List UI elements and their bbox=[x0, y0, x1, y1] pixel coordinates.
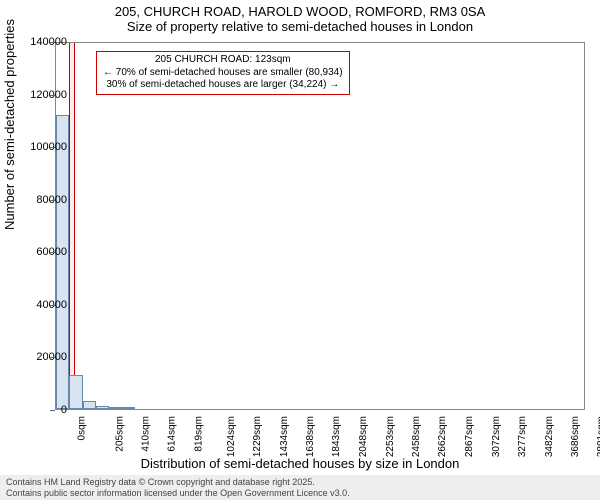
footer-line2: Contains public sector information licen… bbox=[6, 488, 594, 498]
x-tick-label: 2867sqm bbox=[464, 416, 475, 457]
x-tick-label: 2458sqm bbox=[411, 416, 422, 457]
y-tick-label: 80000 bbox=[17, 194, 67, 206]
address-title: 205, CHURCH ROAD, HAROLD WOOD, ROMFORD, … bbox=[0, 4, 600, 19]
y-tick-label: 140000 bbox=[17, 36, 67, 48]
histogram-bar bbox=[69, 375, 82, 409]
y-axis-label: Number of semi-detached properties bbox=[2, 19, 17, 230]
x-tick-label: 2048sqm bbox=[358, 416, 369, 457]
x-tick-label: 819sqm bbox=[194, 416, 205, 452]
histogram-bar bbox=[56, 115, 69, 409]
x-tick-label: 205sqm bbox=[114, 416, 125, 452]
x-tick-label: 1434sqm bbox=[279, 416, 290, 457]
x-tick-label: 3686sqm bbox=[570, 416, 581, 457]
annotation-line1: 205 CHURCH ROAD: 123sqm bbox=[103, 54, 343, 67]
y-tick-label: 120000 bbox=[17, 89, 67, 101]
x-tick-label: 2253sqm bbox=[385, 416, 396, 457]
histogram-bar bbox=[109, 407, 122, 409]
chart-plot-area: 205 CHURCH ROAD: 123sqm ← 70% of semi-de… bbox=[55, 42, 585, 410]
annotation-line3: 30% of semi-detached houses are larger (… bbox=[103, 79, 343, 92]
x-tick-label: 1843sqm bbox=[332, 416, 343, 457]
histogram-bar bbox=[96, 406, 109, 409]
x-tick-label: 3482sqm bbox=[544, 416, 555, 457]
x-tick-label: 410sqm bbox=[141, 416, 152, 452]
x-axis-label: Distribution of semi-detached houses by … bbox=[0, 456, 600, 471]
x-tick-label: 1024sqm bbox=[226, 416, 237, 457]
y-tick-label: 0 bbox=[17, 404, 67, 416]
y-tick-label: 100000 bbox=[17, 141, 67, 153]
x-tick-label: 3891sqm bbox=[597, 416, 600, 457]
x-tick-label: 1229sqm bbox=[252, 416, 263, 457]
x-tick-label: 0sqm bbox=[76, 416, 87, 440]
x-tick-label: 2662sqm bbox=[438, 416, 449, 457]
annotation-line2: ← 70% of semi-detached houses are smalle… bbox=[103, 67, 343, 80]
footer-line1: Contains HM Land Registry data © Crown c… bbox=[6, 477, 594, 487]
annotation-box: 205 CHURCH ROAD: 123sqm ← 70% of semi-de… bbox=[96, 51, 350, 95]
chart-title-block: 205, CHURCH ROAD, HAROLD WOOD, ROMFORD, … bbox=[0, 0, 600, 34]
x-tick-label: 1638sqm bbox=[305, 416, 316, 457]
x-tick-label: 614sqm bbox=[167, 416, 178, 452]
y-tick-label: 20000 bbox=[17, 351, 67, 363]
histogram-bars bbox=[56, 43, 584, 409]
chart-subtitle: Size of property relative to semi-detach… bbox=[0, 19, 600, 34]
x-tick-label: 3072sqm bbox=[491, 416, 502, 457]
x-tick-label: 3277sqm bbox=[517, 416, 528, 457]
histogram-bar bbox=[83, 401, 96, 409]
y-tick-label: 60000 bbox=[17, 246, 67, 258]
histogram-bar bbox=[122, 407, 135, 409]
attribution-footer: Contains HM Land Registry data © Crown c… bbox=[0, 475, 600, 500]
y-tick-label: 40000 bbox=[17, 299, 67, 311]
